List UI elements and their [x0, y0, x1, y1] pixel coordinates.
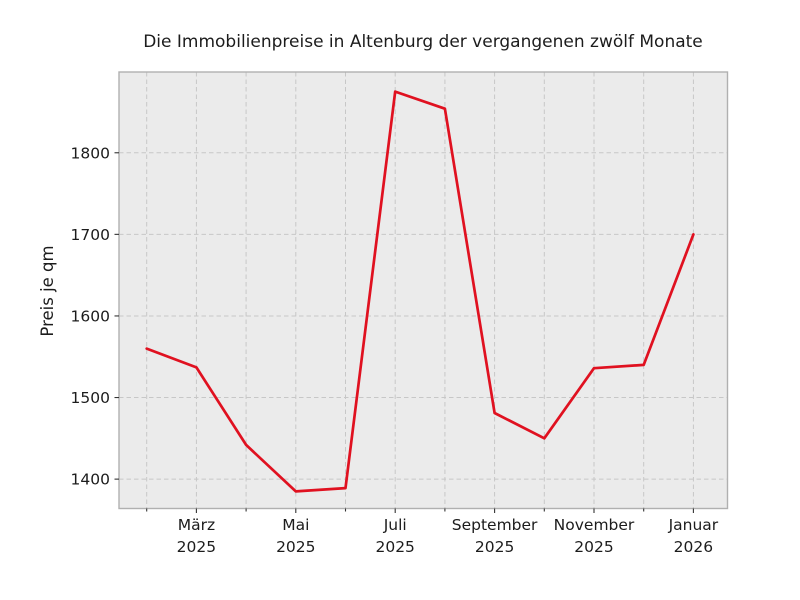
- x-tick-label-month: Juli: [383, 516, 407, 534]
- x-tick-label-month: März: [178, 516, 215, 534]
- price-series-line: [145, 90, 695, 493]
- x-tick-label-year: 2025: [375, 538, 414, 556]
- x-tick-label-month: November: [554, 516, 635, 534]
- x-tick-label-month: September: [452, 516, 538, 534]
- y-axis-label: Preis je qm: [38, 245, 57, 336]
- tick-marks: [114, 152, 694, 513]
- gridlines: [119, 72, 728, 509]
- plot-area: [119, 72, 728, 509]
- x-tick-label-year: 2025: [475, 538, 514, 556]
- y-tick-label: 1700: [71, 226, 110, 244]
- x-tick-label-year: 2025: [177, 538, 216, 556]
- tick-labels: 1400 1500 1600 1700 1800 März 2025 Mai 2025 Juli 2…: [71, 144, 719, 556]
- x-tick-label-year: 2026: [674, 538, 713, 556]
- y-tick-label: 1500: [71, 389, 110, 407]
- plot-border: [118, 71, 729, 510]
- y-tick-label: 1800: [71, 144, 110, 162]
- chart-title: Die Immobilienpreise in Altenburg der ve…: [143, 32, 703, 52]
- y-tick-label: 1600: [71, 307, 110, 325]
- x-tick-label-year: 2025: [574, 538, 613, 556]
- x-tick-label-month: Januar: [668, 516, 719, 534]
- x-tick-label-month: Mai: [282, 516, 309, 534]
- y-tick-label: 1400: [71, 471, 110, 489]
- x-tick-label-year: 2025: [276, 538, 315, 556]
